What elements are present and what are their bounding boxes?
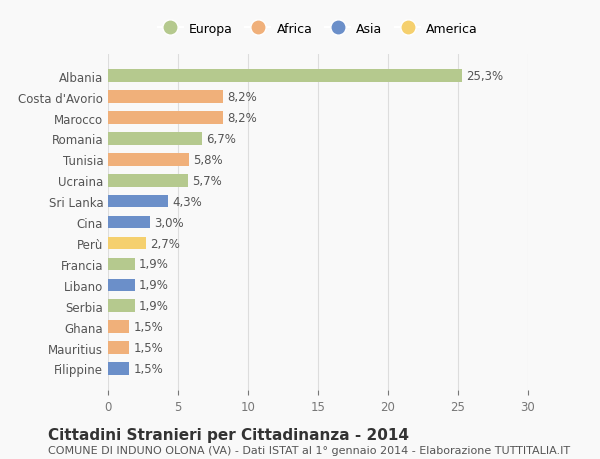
Text: 5,7%: 5,7% <box>192 174 222 187</box>
Text: 8,2%: 8,2% <box>227 91 257 104</box>
Bar <box>108 196 168 208</box>
Bar <box>108 216 150 229</box>
Text: 1,9%: 1,9% <box>139 300 169 313</box>
Text: 1,5%: 1,5% <box>133 362 163 375</box>
Text: 1,9%: 1,9% <box>139 279 169 291</box>
Legend: Europa, Africa, Asia, America: Europa, Africa, Asia, America <box>153 18 483 41</box>
Bar <box>108 70 462 83</box>
Bar <box>108 91 223 104</box>
Text: 4,3%: 4,3% <box>172 195 202 208</box>
Bar <box>108 154 189 166</box>
Text: 25,3%: 25,3% <box>466 70 503 83</box>
Bar <box>108 279 134 291</box>
Text: 5,8%: 5,8% <box>193 154 223 167</box>
Text: 8,2%: 8,2% <box>227 112 257 125</box>
Text: 1,5%: 1,5% <box>133 341 163 354</box>
Text: 1,5%: 1,5% <box>133 320 163 333</box>
Text: COMUNE DI INDUNO OLONA (VA) - Dati ISTAT al 1° gennaio 2014 - Elaborazione TUTTI: COMUNE DI INDUNO OLONA (VA) - Dati ISTAT… <box>48 445 570 455</box>
Bar <box>108 133 202 146</box>
Text: 3,0%: 3,0% <box>154 216 184 229</box>
Bar <box>108 112 223 124</box>
Bar <box>108 258 134 271</box>
Bar <box>108 174 188 187</box>
Text: Cittadini Stranieri per Cittadinanza - 2014: Cittadini Stranieri per Cittadinanza - 2… <box>48 427 409 442</box>
Bar <box>108 237 146 250</box>
Text: 6,7%: 6,7% <box>206 133 236 146</box>
Bar <box>108 321 129 333</box>
Text: 1,9%: 1,9% <box>139 258 169 271</box>
Bar <box>108 300 134 312</box>
Bar <box>108 341 129 354</box>
Bar <box>108 363 129 375</box>
Text: 2,7%: 2,7% <box>150 237 180 250</box>
